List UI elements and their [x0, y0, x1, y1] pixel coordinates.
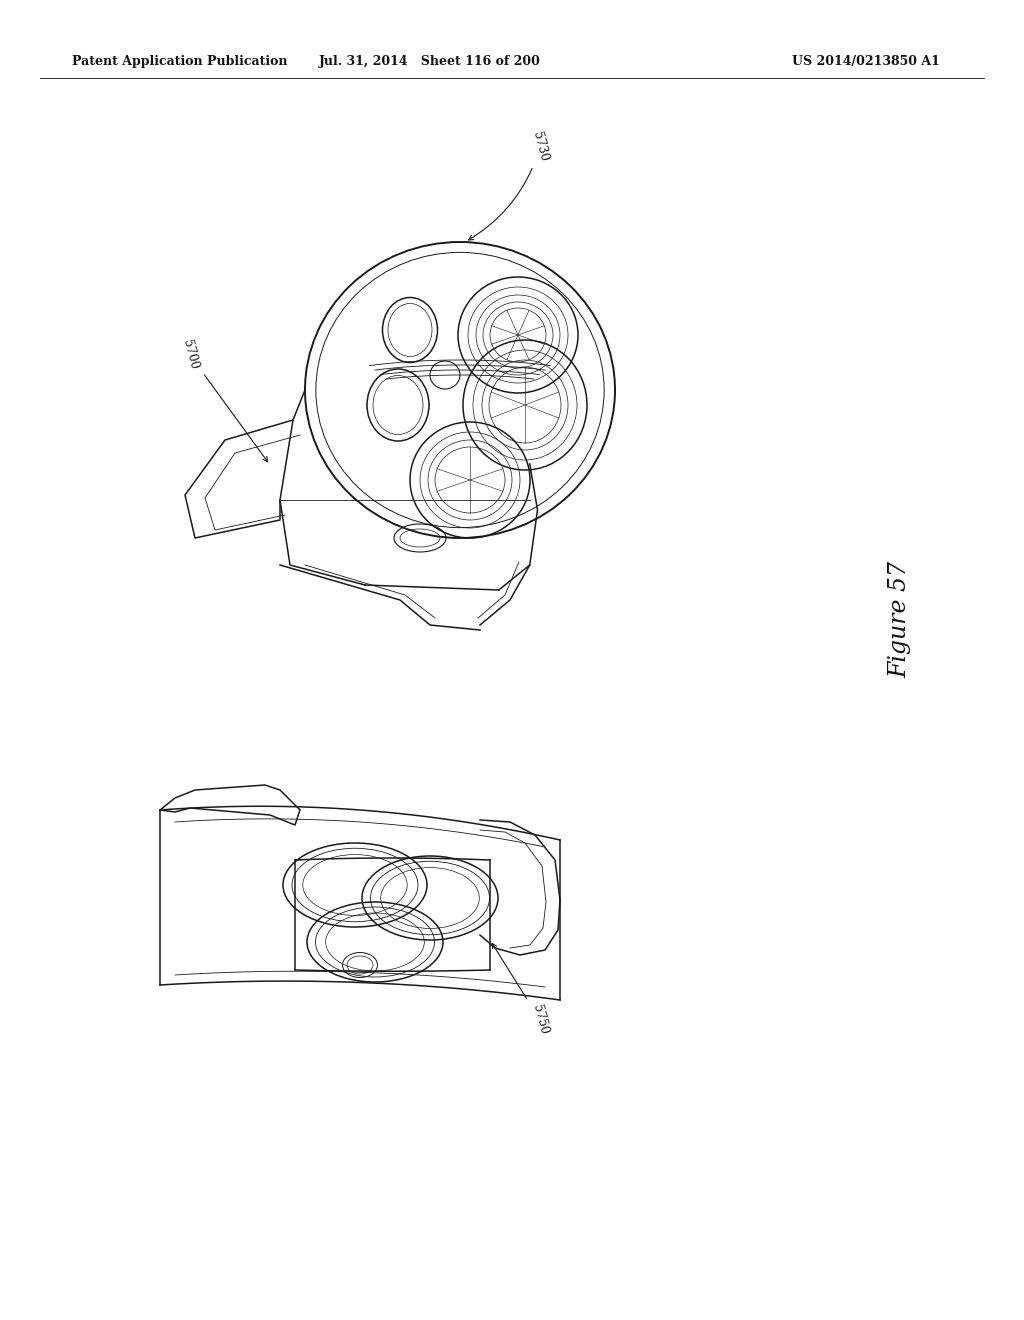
Text: 5730: 5730 [468, 131, 550, 240]
Text: 5750: 5750 [493, 944, 550, 1036]
Text: US 2014/0213850 A1: US 2014/0213850 A1 [793, 55, 940, 69]
Text: Patent Application Publication: Patent Application Publication [72, 55, 288, 69]
Text: Figure 57: Figure 57 [889, 561, 911, 678]
Text: 5700: 5700 [180, 339, 267, 462]
Text: Jul. 31, 2014   Sheet 116 of 200: Jul. 31, 2014 Sheet 116 of 200 [319, 55, 541, 69]
